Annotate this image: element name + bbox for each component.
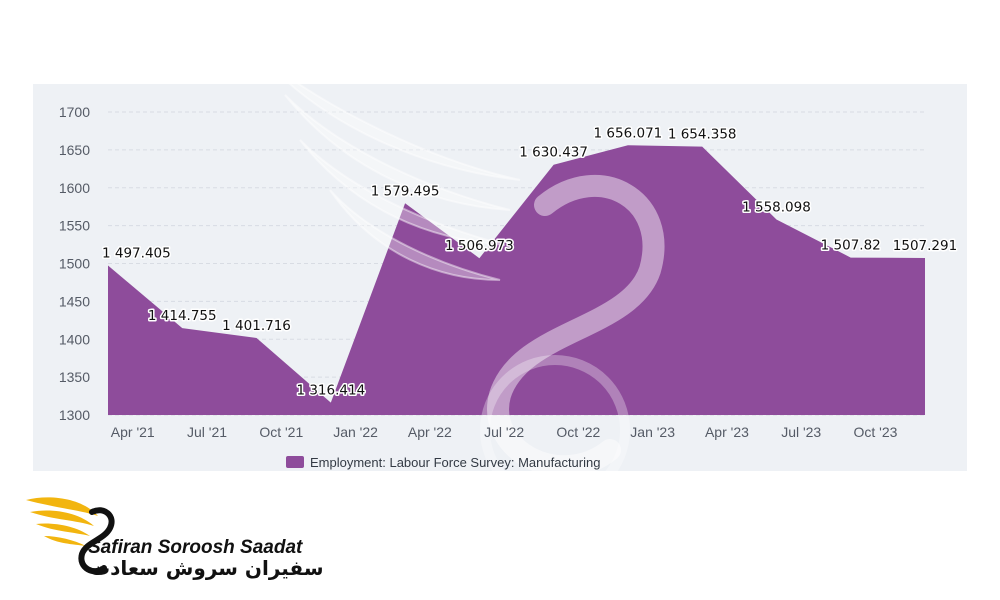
watermark [264,59,665,505]
y-tick-label: 1550 [59,218,90,234]
data-label: 1 656.071 [594,125,663,141]
y-tick-label: 1450 [59,293,90,309]
logo-name: Safiran Soroosh Saadat [88,537,303,558]
data-label: 1507.291 [893,238,957,254]
watermark-stroke [487,175,665,478]
data-label: 1 401.716 [222,318,291,334]
watermark-stroke [284,94,511,211]
x-tick-label: Jul '21 [187,424,227,440]
x-tick-label: Apr '22 [408,424,452,440]
data-label: 1 630.437 [519,145,588,161]
data-label: 1 507.82 [821,238,881,254]
watermark-stroke [329,189,501,281]
x-tick-label: Jan '23 [630,424,675,440]
x-tick-label: Oct '21 [259,424,303,440]
logo-persian: سفیران سروش سعادت [90,556,324,580]
logo-wing-icon [26,497,115,575]
watermark-ring [480,355,630,505]
y-tick-label: 1600 [59,180,90,196]
data-label: 1 579.495 [371,183,440,199]
y-tick-label: 1350 [59,369,90,385]
x-tick-label: Jan '22 [333,424,378,440]
y-tick-label: 1400 [59,331,90,347]
watermark-stroke [264,59,521,181]
x-tick-label: Apr '21 [111,424,155,440]
data-label: 1 558.098 [742,199,811,215]
legend[interactable]: Employment: Labour Force Survey: Manufac… [286,455,600,470]
y-tick-label: 1300 [59,407,90,423]
y-tick-label: 1500 [59,256,90,272]
y-tick-label: 1650 [59,142,90,158]
x-tick-label: Jul '23 [781,424,821,440]
x-tick-label: Jul '22 [484,424,524,440]
x-tick-label: Oct '23 [854,424,898,440]
data-label: 1 654.358 [668,127,737,143]
legend-label: Employment: Labour Force Survey: Manufac… [310,455,600,470]
data-label: 1 506.973 [445,238,514,254]
area-series[interactable] [108,145,925,415]
data-label: 1 414.755 [148,308,217,324]
data-label: 1 316.414 [296,383,365,399]
watermark-stroke [299,139,506,246]
logo [26,497,115,575]
y-axis: 1300 1350 1400 1450 1500 1550 1600 1650 1700 [59,104,90,423]
x-tick-label: Oct '22 [556,424,600,440]
legend-swatch [286,456,304,468]
data-label: 1 497.405 [102,245,171,261]
area-fill [108,145,925,415]
x-axis: Apr '21 Jul '21 Oct '21 Jan '22 Apr '22 Jul '… [111,424,898,440]
data-labels: 1 497.405 1 414.755 1 401.716 1 316.414 1 57… [101,124,959,400]
y-tick-label: 1700 [59,104,90,120]
x-tick-label: Apr '23 [705,424,749,440]
